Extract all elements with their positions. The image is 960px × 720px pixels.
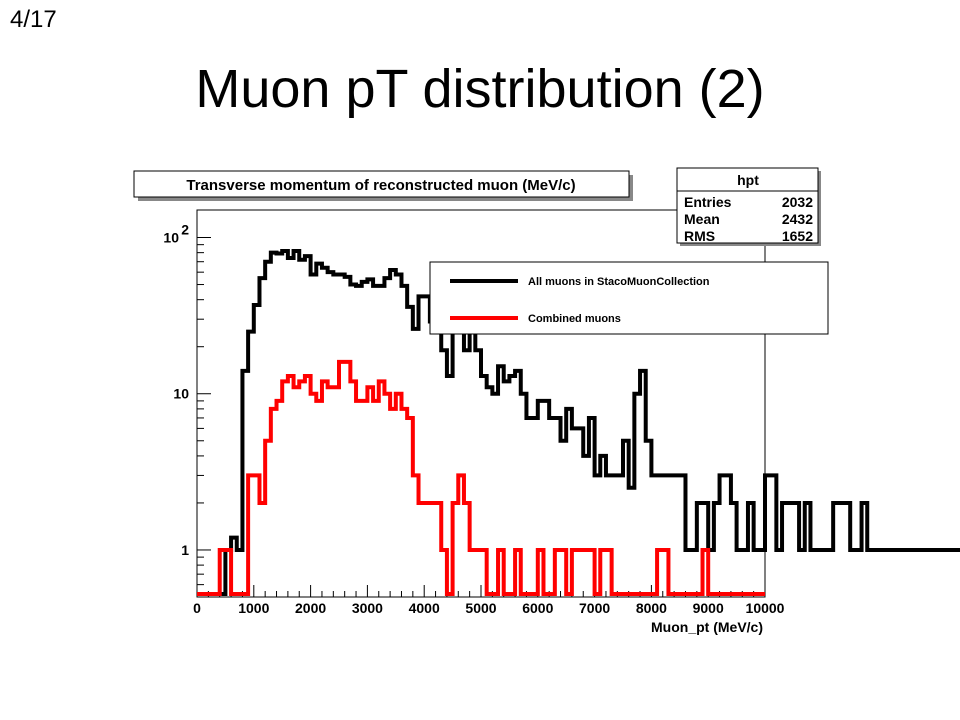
y-tick-exponent: 2 — [181, 222, 189, 238]
legend: All muons in StacoMuonCollection Combine… — [429, 261, 829, 335]
stats-mean-label: Mean — [684, 211, 720, 227]
histogram-title: Transverse momentum of reconstructed muo… — [186, 177, 575, 194]
stats-rms-value: 1652 — [782, 228, 813, 244]
stats-box: hpt Entries 2032 Mean 2432 RMS 1652 — [676, 167, 821, 246]
legend-label-all-muons: All muons in StacoMuonCollection — [528, 276, 710, 288]
y-tick-label: 1 — [181, 542, 189, 558]
slide-title: Muon pT distribution (2) — [195, 59, 765, 119]
x-tick-label: 5000 — [465, 600, 496, 616]
stats-rms-label: RMS — [684, 228, 715, 244]
stats-entries-value: 2032 — [782, 194, 813, 210]
x-tick-label: 6000 — [522, 600, 553, 616]
x-tick-label: 0 — [193, 600, 201, 616]
axes: 0 1000 2000 3000 4000 5000 6000 7000 8000 9000 100… — [163, 222, 784, 616]
x-tick-label: 1000 — [238, 600, 269, 616]
x-tick-label: 8000 — [636, 600, 667, 616]
stats-entries-label: Entries — [684, 194, 732, 210]
x-tick-label: 3000 — [352, 600, 383, 616]
series-combined-muons — [197, 359, 765, 596]
y-tick-label: 10 — [163, 230, 179, 246]
y-tick-label: 10 — [173, 386, 189, 402]
x-tick-label: 9000 — [693, 600, 724, 616]
x-tick-label: 10000 — [746, 600, 785, 616]
x-axis-label: Muon_pt (MeV/c) — [651, 619, 763, 635]
legend-label-combined-muons: Combined muons — [528, 313, 621, 325]
x-tick-label: 4000 — [409, 600, 440, 616]
slide-page-number: 4/17 — [10, 6, 57, 33]
histogram-title-box: Transverse momentum of reconstructed muo… — [133, 170, 633, 201]
stats-name: hpt — [737, 172, 759, 188]
x-tick-label: 2000 — [295, 600, 326, 616]
x-tick-label: 7000 — [579, 600, 610, 616]
stats-mean-value: 2432 — [782, 211, 813, 227]
